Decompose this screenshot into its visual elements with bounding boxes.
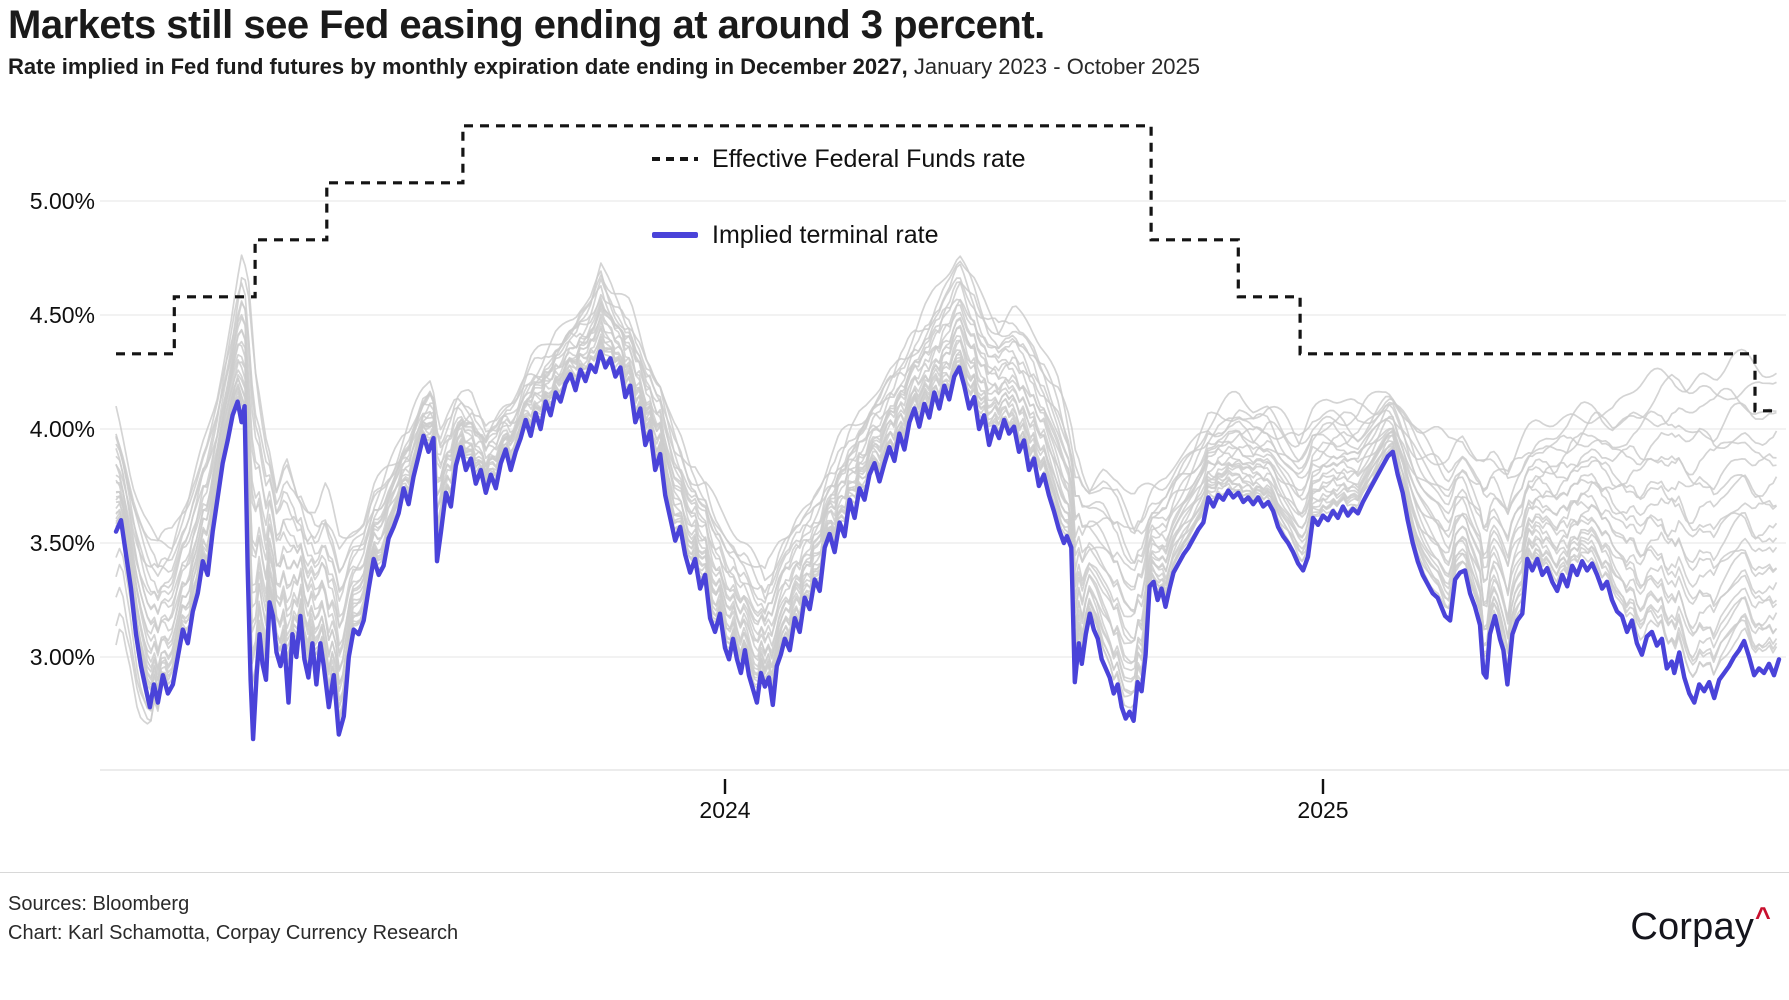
legend-item-effr: Effective Federal Funds rate bbox=[652, 142, 1026, 176]
legend-item-terminal: Implied terminal rate bbox=[652, 218, 1026, 252]
futures-contract-line bbox=[115, 260, 1777, 570]
futures-contract-line bbox=[115, 317, 1778, 657]
effective-fed-funds-line bbox=[116, 124, 1777, 413]
corpay-logo: Corpay^ bbox=[1630, 902, 1771, 949]
futures-contract-line bbox=[115, 318, 1778, 647]
x-axis-labels: 2024 2025 bbox=[699, 797, 1348, 823]
legend-label: Effective Federal Funds rate bbox=[712, 144, 1026, 173]
futures-contract-line bbox=[115, 263, 1777, 600]
solid-line-swatch-icon bbox=[652, 232, 698, 238]
x-tick-label-2025: 2025 bbox=[1297, 797, 1348, 823]
sources-line: Sources: Bloomberg bbox=[8, 893, 190, 915]
corpay-logo-text: Corpay bbox=[1630, 906, 1755, 948]
futures-contract-line bbox=[115, 300, 1778, 627]
futures-contract-line bbox=[115, 254, 1777, 582]
implied-terminal-rate-line bbox=[113, 349, 1782, 742]
gridlines bbox=[100, 200, 1789, 771]
legend-label: Implied terminal rate bbox=[712, 220, 939, 249]
header: Markets still see Fed easing ending at a… bbox=[8, 2, 1708, 80]
page-title: Markets still see Fed easing ending at a… bbox=[8, 3, 1045, 47]
subtitle-bold: Rate implied in Fed fund futures by mont… bbox=[8, 54, 908, 79]
futures-contract-lines bbox=[115, 254, 1778, 725]
subtitle-period: January 2023 - October 2025 bbox=[907, 54, 1201, 79]
y-tick-label: 3.50% bbox=[30, 530, 95, 556]
futures-contract-line bbox=[115, 339, 1778, 702]
y-tick-label: 3.00% bbox=[30, 644, 95, 670]
x-tick-label-2024: 2024 bbox=[699, 797, 750, 823]
y-axis-labels: 5.00% 4.50% 4.00% 3.50% 3.00% bbox=[30, 188, 95, 670]
y-tick-label: 4.50% bbox=[30, 302, 95, 328]
x-axis bbox=[723, 779, 1325, 794]
footer-divider bbox=[0, 872, 1789, 873]
chart-subtitle: Rate implied in Fed fund futures by mont… bbox=[8, 54, 1708, 80]
footer-credits: Sources: Bloomberg Chart: Karl Schamotta… bbox=[8, 890, 458, 948]
dashed-line-swatch-icon bbox=[652, 157, 698, 161]
y-tick-label: 4.00% bbox=[30, 416, 95, 442]
futures-contract-line bbox=[115, 628, 163, 725]
y-tick-label: 5.00% bbox=[30, 188, 95, 214]
legend: Effective Federal Funds rate Implied ter… bbox=[652, 142, 1026, 294]
credit-line: Chart: Karl Schamotta, Corpay Currency R… bbox=[8, 922, 459, 944]
corpay-caret-icon: ^ bbox=[1755, 902, 1771, 932]
